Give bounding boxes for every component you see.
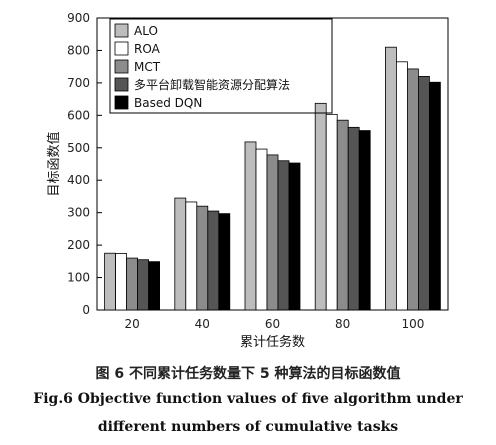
legend-label: ALO bbox=[134, 24, 158, 38]
bar bbox=[314, 102, 327, 311]
bar bbox=[104, 252, 116, 311]
y-tick-label: 100 bbox=[67, 271, 90, 285]
bar bbox=[288, 162, 301, 311]
bar bbox=[196, 205, 209, 311]
x-tick-label: 100 bbox=[401, 317, 424, 331]
legend-swatch bbox=[114, 23, 129, 38]
bar bbox=[336, 119, 349, 311]
legend-label: MCT bbox=[134, 60, 161, 74]
legend-label: Based DQN bbox=[134, 96, 202, 110]
bar bbox=[325, 113, 338, 311]
bar bbox=[207, 210, 220, 311]
bar bbox=[395, 61, 408, 311]
figure-caption-english-line2: different numbers of cumulative tasks bbox=[97, 419, 399, 435]
bar bbox=[417, 76, 430, 311]
y-tick-label: 800 bbox=[67, 43, 90, 57]
x-tick-label: 80 bbox=[335, 317, 350, 331]
bar bbox=[218, 213, 231, 311]
legend-swatch bbox=[114, 77, 129, 92]
legend-label: 多平台卸载智能资源分配算法 bbox=[134, 77, 290, 92]
bar bbox=[266, 154, 279, 311]
bar bbox=[126, 257, 138, 311]
figure-caption-chinese: 图 6 不同累计任务数量下 5 种算法的目标函数值 bbox=[95, 366, 401, 382]
y-tick-label: 300 bbox=[67, 206, 90, 220]
bar bbox=[428, 81, 441, 311]
legend-label: ROA bbox=[134, 42, 161, 56]
y-tick-label: 400 bbox=[67, 173, 90, 187]
bars bbox=[104, 46, 441, 311]
x-axis-label: 累计任务数 bbox=[240, 334, 305, 350]
y-tick-label: 900 bbox=[67, 11, 90, 25]
bar-chart: 0 100 200 300 400 500 600 700 800 900 20 40 60 80 100… bbox=[46, 11, 449, 350]
figure-caption-english-line1: Fig.6 Objective function values of five … bbox=[33, 391, 463, 407]
bar bbox=[115, 253, 127, 311]
y-tick-label: 0 bbox=[82, 303, 90, 317]
y-tick-label: 600 bbox=[67, 108, 90, 122]
x-tick-label: 60 bbox=[265, 317, 280, 331]
legend: ALO ROA MCT 多平台卸载智能资源分配算法 Based DQN bbox=[109, 18, 333, 114]
y-tick-label: 700 bbox=[67, 76, 90, 90]
y-axis: 0 100 200 300 400 500 600 700 800 900 bbox=[67, 11, 102, 317]
bar bbox=[255, 148, 268, 311]
bar bbox=[244, 141, 257, 311]
bar bbox=[384, 46, 397, 311]
bar bbox=[358, 130, 371, 311]
legend-swatch bbox=[114, 59, 129, 74]
bar bbox=[185, 201, 198, 311]
y-tick-label: 200 bbox=[67, 238, 90, 252]
legend-swatch bbox=[114, 41, 129, 56]
legend-swatch bbox=[114, 95, 129, 110]
bar bbox=[137, 259, 150, 311]
y-tick-label: 500 bbox=[67, 141, 90, 155]
bar bbox=[174, 197, 187, 311]
bar bbox=[148, 261, 161, 311]
x-tick-label: 40 bbox=[195, 317, 210, 331]
legend-box bbox=[109, 18, 333, 114]
y-axis-label: 目标函数值 bbox=[46, 131, 62, 196]
x-tick-label: 20 bbox=[124, 317, 139, 331]
bar bbox=[406, 68, 419, 311]
bar bbox=[277, 160, 290, 311]
bar bbox=[347, 126, 360, 311]
